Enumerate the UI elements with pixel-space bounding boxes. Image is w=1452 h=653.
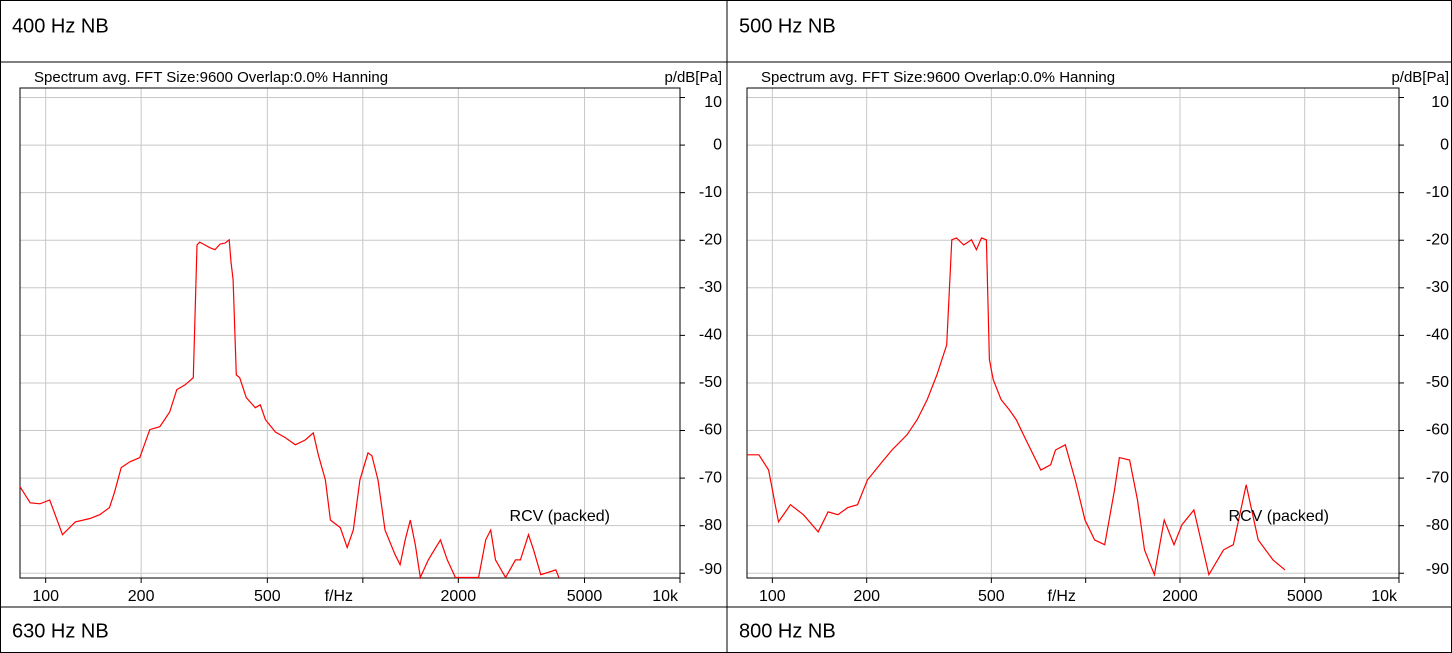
panel-title: 630 Hz NB bbox=[12, 620, 109, 642]
y-tick-label: -50 bbox=[1426, 374, 1449, 391]
chart-title: 400 Hz NB bbox=[12, 15, 109, 37]
plot-area bbox=[19, 87, 681, 579]
y-tick-label: -40 bbox=[699, 327, 722, 344]
x-axis-label: f/Hz bbox=[1047, 588, 1075, 605]
y-tick-label: 10 bbox=[704, 94, 722, 111]
x-tick-label: 5000 bbox=[567, 588, 603, 605]
x-tick-label: 10k bbox=[652, 588, 679, 605]
y-tick-label: -60 bbox=[699, 422, 722, 439]
x-tick-label: 500 bbox=[254, 588, 281, 605]
spectrum-line bbox=[747, 237, 1286, 577]
y-tick-label: -80 bbox=[699, 517, 722, 534]
chart-title: 500 Hz NB bbox=[739, 15, 836, 37]
x-tick-label: 10k bbox=[1371, 588, 1398, 605]
y-tick-label: -30 bbox=[699, 279, 722, 296]
y-tick-label: -90 bbox=[699, 561, 722, 578]
subtitle: Spectrum avg. FFT Size:9600 Overlap:0.0%… bbox=[34, 69, 388, 86]
y-tick-label: 0 bbox=[713, 136, 722, 153]
x-tick-label: 5000 bbox=[1287, 588, 1323, 605]
y-tick-label: -30 bbox=[1426, 279, 1449, 296]
y-tick-label: -60 bbox=[1426, 422, 1449, 439]
y-tick-label: -50 bbox=[699, 374, 722, 391]
y-tick-label: -10 bbox=[699, 184, 722, 201]
x-tick-label: 100 bbox=[32, 588, 59, 605]
y-tick-label: -20 bbox=[699, 231, 722, 248]
y-axis-label: p/dB[Pa] bbox=[664, 69, 722, 86]
y-tick-label: -80 bbox=[1426, 517, 1449, 534]
x-tick-label: 200 bbox=[853, 588, 880, 605]
y-tick-label: -20 bbox=[1426, 231, 1449, 248]
plot-area bbox=[746, 87, 1400, 579]
y-tick-label: -10 bbox=[1426, 184, 1449, 201]
y-tick-label: 10 bbox=[1431, 94, 1449, 111]
x-tick-label: 100 bbox=[759, 588, 786, 605]
y-tick-label: -70 bbox=[699, 469, 722, 486]
annotation: RCV (packed) bbox=[510, 508, 610, 525]
y-tick-label: -40 bbox=[1426, 327, 1449, 344]
x-tick-label: 200 bbox=[128, 588, 155, 605]
panel-title: 800 Hz NB bbox=[739, 620, 836, 642]
y-axis-label: p/dB[Pa] bbox=[1391, 69, 1449, 86]
spectrum-line bbox=[19, 238, 560, 580]
x-axis-label: f/Hz bbox=[325, 588, 353, 605]
y-tick-label: -70 bbox=[1426, 469, 1449, 486]
annotation: RCV (packed) bbox=[1229, 508, 1329, 525]
y-tick-label: 0 bbox=[1440, 136, 1449, 153]
x-tick-label: 500 bbox=[978, 588, 1005, 605]
y-tick-label: -90 bbox=[1426, 561, 1449, 578]
x-tick-label: 2000 bbox=[1162, 588, 1198, 605]
x-tick-label: 2000 bbox=[441, 588, 477, 605]
subtitle: Spectrum avg. FFT Size:9600 Overlap:0.0%… bbox=[761, 69, 1115, 86]
